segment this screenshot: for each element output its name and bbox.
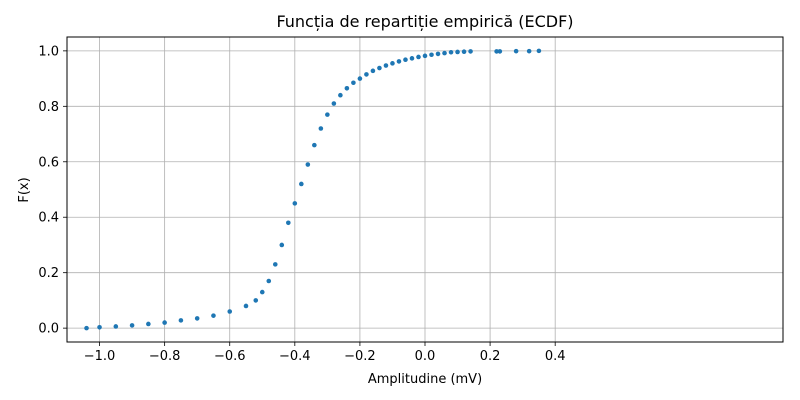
data-point <box>227 309 233 314</box>
x-axis-label: Amplitudine (mV) <box>368 372 482 387</box>
data-point <box>416 54 421 60</box>
data-point <box>259 289 265 295</box>
data-point <box>279 242 285 248</box>
data-point <box>318 126 324 131</box>
data-point <box>338 92 343 98</box>
data-point <box>331 101 337 106</box>
y-tick-label: 0.2 <box>38 266 59 281</box>
data-point <box>344 85 350 91</box>
data-point <box>494 49 499 54</box>
data-point <box>312 142 317 148</box>
data-point <box>146 321 151 327</box>
data-point <box>497 49 503 54</box>
data-point <box>305 162 311 167</box>
data-points <box>84 48 542 331</box>
y-tick-label: 0.6 <box>38 155 59 170</box>
data-point <box>211 313 216 318</box>
data-point <box>129 323 135 328</box>
chart-title: Funcția de repartiție empirică (ECDF) <box>276 12 573 31</box>
data-point <box>461 49 467 54</box>
x-tick-label: −0.2 <box>344 349 376 364</box>
x-tick-label: 0.2 <box>480 349 501 364</box>
data-point <box>272 262 278 267</box>
y-tick-label: 0.4 <box>38 211 59 226</box>
data-point <box>383 63 389 68</box>
data-point <box>292 201 298 206</box>
y-axis-label: F(x) <box>17 177 32 202</box>
data-point <box>266 278 272 284</box>
x-tick-label: −0.6 <box>214 349 246 364</box>
y-axis-ticks: 0.0 0.2 0.4 0.6 0.8 1.0 <box>38 44 67 337</box>
data-point <box>286 220 291 226</box>
data-point <box>84 325 89 331</box>
data-point <box>422 53 428 59</box>
data-point <box>435 51 441 57</box>
data-point <box>364 72 369 77</box>
data-point <box>455 49 460 55</box>
data-point <box>396 59 402 64</box>
data-point <box>409 56 415 61</box>
data-point <box>243 303 249 309</box>
data-point <box>162 320 167 325</box>
data-point <box>377 65 382 71</box>
data-point <box>325 112 330 117</box>
data-point <box>351 80 356 86</box>
x-tick-label: 0.4 <box>545 349 566 364</box>
data-point <box>370 68 376 74</box>
data-point <box>536 48 542 54</box>
x-tick-label: −1.0 <box>84 349 116 364</box>
data-point <box>178 318 184 323</box>
grid-lines <box>67 37 783 342</box>
data-point <box>442 50 447 56</box>
data-point <box>403 57 408 63</box>
x-tick-label: 0.0 <box>415 349 436 364</box>
data-point <box>448 49 454 55</box>
data-point <box>97 325 102 330</box>
data-point <box>253 298 259 303</box>
data-point <box>429 52 434 58</box>
y-tick-label: 0.8 <box>38 100 59 115</box>
data-point <box>468 49 473 54</box>
data-point <box>194 316 200 321</box>
x-tick-label: −0.4 <box>279 349 311 364</box>
y-tick-label: 0.0 <box>38 322 59 337</box>
data-point <box>513 48 519 54</box>
data-point <box>357 76 363 81</box>
data-point <box>390 61 395 66</box>
x-axis-ticks: −1.0 −0.8 −0.6 −0.4 −0.2 0.0 0.2 0.4 <box>84 342 566 364</box>
x-tick-label: −0.8 <box>149 349 181 364</box>
y-tick-label: 1.0 <box>38 44 59 59</box>
data-point <box>299 181 304 187</box>
data-point <box>526 48 532 54</box>
data-point <box>113 324 119 329</box>
